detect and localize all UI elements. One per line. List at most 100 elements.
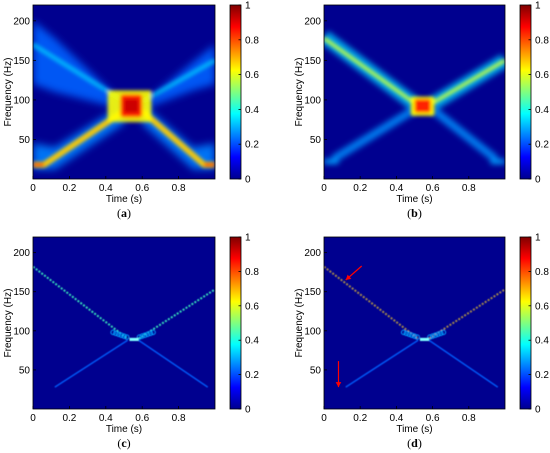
lower-left-line: [345, 339, 419, 388]
crossing-ripple-right: [139, 333, 145, 339]
crossing-ripple-right: [147, 330, 154, 337]
x-tick-label: 0.8: [462, 183, 476, 194]
x-tick-label: 0.6: [426, 183, 440, 194]
x-tick-label: 0.4: [99, 413, 113, 424]
plot-frame: [32, 4, 216, 180]
y-tick-label: 50: [310, 135, 322, 146]
crossing-ripple-left: [118, 332, 124, 338]
plot-area: [324, 31, 505, 165]
x-tick-label: 0.6: [426, 413, 440, 424]
x-tick-label: 0.6: [135, 413, 149, 424]
panel-caption: (c): [117, 436, 130, 450]
energy-core: [33, 42, 215, 168]
crossing-ripple-left: [409, 332, 415, 338]
energy-lines: [33, 265, 215, 388]
x-axis-label: Time (s): [106, 424, 142, 435]
panel-d: 0 0.2 0.4 0.6 0.8 50 100 150 200 Time (s) Frequenc…: [294, 233, 549, 451]
colorbar: 0 0.2 0.4 0.6 0.8 1: [519, 233, 549, 416]
plot-area: [324, 265, 505, 388]
crossing-ripple-right: [144, 331, 151, 337]
x-tick-label: 0.4: [389, 413, 403, 424]
x-tick-label: 0.2: [62, 413, 76, 424]
y-tick-label: 150: [13, 56, 30, 67]
y-tick-label: 50: [19, 135, 31, 146]
energy-core: [324, 36, 505, 116]
colorbar-gradient: [229, 4, 242, 180]
peak-center: [124, 99, 139, 113]
y-tick-label: 100: [13, 95, 30, 106]
y-axis-label: Frequency (Hz): [294, 289, 305, 358]
colorbar-gradient: [519, 4, 532, 180]
x-tick-label: 0.8: [172, 413, 186, 424]
colorbar-tick-label: 0.2: [245, 140, 259, 151]
energy-lines: [324, 265, 505, 388]
crossing-ripple-left: [121, 333, 127, 339]
x-tick-label: 0.8: [172, 183, 186, 194]
plot-frame: [32, 236, 216, 410]
colorbar-tick-label: 0.2: [535, 370, 549, 381]
crossing-point: [129, 337, 139, 341]
y-tick-label: 100: [304, 326, 321, 337]
crossing-ripple-left: [411, 333, 418, 339]
upper-right-ridge: [431, 58, 505, 105]
colorbar: 0 0.2 0.4 0.6 0.8 1: [229, 233, 259, 416]
x-tick-label: 0.4: [99, 183, 113, 194]
colorbar-tick-label: 0.8: [535, 267, 549, 278]
colorbar-tick-label: 0.6: [535, 70, 549, 81]
crossing-ripple-left: [406, 331, 412, 337]
colorbar-tick-label: 0.8: [535, 35, 549, 46]
plot-frame: [323, 236, 506, 410]
colorbar-tick-label: 0: [245, 175, 251, 186]
colorbar-tick-label: 0.2: [245, 370, 259, 381]
x-tick-label: 0.6: [135, 183, 149, 194]
crossing-ripple-left: [400, 329, 407, 336]
colorbar-tick-label: 1: [245, 233, 251, 244]
crossing-ripple-left: [115, 331, 122, 337]
y-tick-label: 150: [13, 287, 30, 298]
y-axis-label: Frequency (Hz): [294, 58, 305, 127]
crossing-ripple-left: [124, 334, 130, 340]
colorbar-tick-label: 1: [535, 1, 541, 12]
plot-background: [33, 237, 215, 409]
panel-a: 0 0.2 0.4 0.6 0.8 50 100 150 200 Time (s) Frequenc…: [3, 1, 259, 221]
crossing-ripple-right: [432, 332, 439, 338]
x-tick-label: 0.4: [389, 183, 403, 194]
colorbar-tick-label: 1: [245, 1, 251, 12]
x-tick-label: 0: [30, 183, 36, 194]
colorbar-tick-label: 0: [245, 405, 251, 416]
annotation-arrow-head: [345, 274, 352, 280]
crossing-ripple-right: [142, 332, 148, 338]
lower-right-line: [138, 339, 209, 388]
crossing-ripple-left: [414, 334, 420, 340]
plot-frame: [323, 4, 506, 180]
crossing-ripple-left: [403, 330, 410, 337]
y-tick-label: 100: [13, 326, 30, 337]
x-tick-label: 0.2: [353, 183, 367, 194]
y-tick-label: 50: [19, 365, 31, 376]
colorbar-tick-label: 0.6: [245, 70, 259, 81]
crossing-ripple-right: [427, 334, 433, 340]
lower-left-line: [54, 339, 129, 388]
x-tick-label: 0.8: [462, 413, 476, 424]
x-tick-label: 0: [30, 413, 36, 424]
colorbar-tick-label: 0.4: [245, 105, 259, 116]
crossing-ripple-left: [110, 329, 116, 336]
y-tick-label: 150: [304, 287, 321, 298]
colorbar-tick-label: 0.6: [245, 301, 259, 312]
colorbar-tick-label: 0.8: [245, 267, 259, 278]
colorbar-gradient: [519, 236, 532, 410]
y-tick-label: 150: [304, 56, 321, 67]
colorbar-tick-label: 1: [535, 233, 541, 244]
crossing-ripple-left: [113, 330, 119, 337]
colorbar-tick-label: 0.8: [245, 35, 259, 46]
peak-core: [414, 99, 431, 113]
colorbar: 0 0.2 0.4 0.6 0.8 1: [519, 1, 549, 186]
y-tick-label: 200: [13, 248, 30, 259]
colorbar-tick-label: 0: [535, 405, 541, 416]
crossing-ripple-right: [435, 331, 441, 337]
lower-left-band: [33, 103, 124, 170]
lower-right-band: [430, 106, 499, 163]
plot-area: [33, 20, 215, 170]
high-right-ridge: [140, 58, 215, 104]
